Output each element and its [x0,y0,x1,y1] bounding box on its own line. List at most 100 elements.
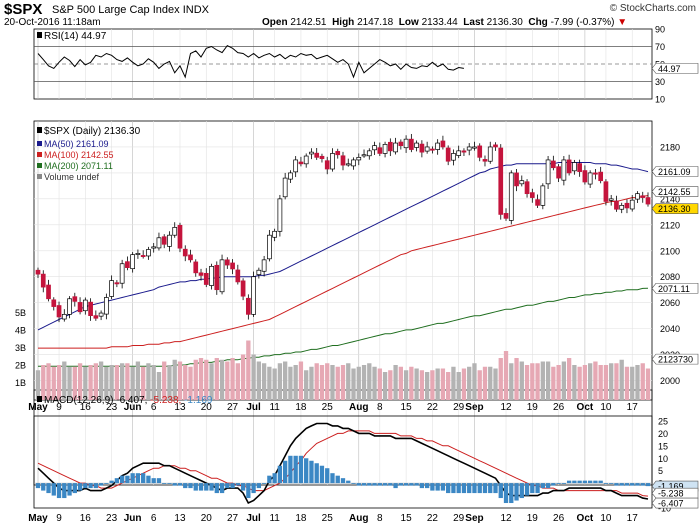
histogram-bar [409,483,414,486]
volume-bar [493,368,498,400]
price-axis-tick: 2140 [660,194,680,204]
candle [403,138,409,149]
volume-bar [119,363,125,400]
macd-title-part: -1.169 [184,395,213,406]
histogram-bar [272,473,277,484]
x-axis-label: Jun [124,402,142,413]
candle [156,237,162,249]
rsi-last-tag [651,63,699,74]
volume-bar [251,354,256,400]
histogram-bar [593,480,598,484]
volume-bar [246,340,251,400]
histogram-bar [477,483,482,494]
histogram-bar [256,483,262,489]
volume-bar [635,365,640,400]
volume-bar [461,368,467,400]
candle [640,195,646,198]
volume-bar [309,366,314,400]
volume-bar [530,363,535,400]
price-right-tag [651,282,699,294]
candle [614,200,619,210]
rsi-last-tag-label: 44.97 [658,64,681,74]
candle [535,199,540,206]
candle [82,299,88,312]
candle [340,155,346,166]
volume-bar [514,358,519,400]
histogram-bar [83,483,88,489]
price-right-tag-label: 2071.11 [658,284,690,294]
candle [193,261,199,274]
histogram-bar [67,483,72,496]
candle [93,315,99,319]
histogram-bar [403,483,409,486]
candle [188,254,193,261]
x-axis-label: 8 [377,402,383,413]
candle [330,153,335,170]
volume-bar [72,366,77,400]
rsi-axis-tick: 10 [655,95,665,105]
x-axis-label: 9 [56,402,62,413]
volume-bar [377,368,382,400]
price-axis-tick: 2180 [660,142,680,152]
candle [430,148,435,151]
histogram-bar [340,478,346,484]
x-axis-label: 9 [56,513,62,524]
x-axis-label: 16 [80,513,92,524]
x-axis-label: Jul [246,513,261,524]
legend-entry: MA(100) 2142.55 [44,150,114,160]
x-axis-label: 29 [453,513,465,524]
candle [524,181,530,195]
candle [56,305,62,318]
candle [130,254,136,270]
volume-bar [535,363,540,400]
histogram-bar [514,483,519,501]
volume-bar [319,365,325,400]
volume-bar [335,366,340,400]
histogram-bar [435,483,440,491]
candle [88,301,93,317]
low-value: 2133.44 [421,17,458,28]
macd-right-tag-label: -1.169 [658,482,684,492]
panel-frames [33,28,653,486]
price-axis-tick: 2100 [660,246,680,256]
x-axis-label: 27 [227,402,239,413]
instrument-name: S&P 500 Large Cap Index [52,4,180,16]
volume-bar [488,366,493,400]
histogram-bar [488,483,493,494]
candle [324,160,330,170]
volume-bar [482,366,488,400]
x-axis-label: Sep [465,402,483,413]
candle [40,273,46,288]
volume-bar [141,366,146,400]
histogram-bar [88,483,93,489]
x-axis-label: 12 [500,402,512,413]
macd-axis-tick: 15 [658,441,668,451]
candle [435,142,441,150]
histogram-bar [498,483,503,499]
histogram-bar [172,483,177,486]
histogram-bar [598,480,603,484]
candle [198,272,204,276]
macd-axis-tick: 5 [658,466,663,476]
x-axis-label: 22 [427,402,439,413]
legend-entry: MA(50) 2161.09 [44,139,109,149]
candle [561,159,567,181]
volume-bar [498,358,503,400]
volume-bar [114,365,120,400]
candle [67,298,72,315]
candle [472,146,477,149]
candle [424,146,430,152]
histogram-bar [209,483,214,491]
candle [167,234,172,247]
histogram-bar [93,483,99,489]
last-label: Last [463,17,484,28]
volume-bar [188,366,193,400]
volume-bar [346,363,351,400]
histogram-bar [393,483,398,489]
volume-bar [624,366,630,400]
instrument-description: S&P 500 Large Cap Index INDX [52,4,209,16]
candle [77,302,83,313]
open-value: 2142.51 [290,17,327,28]
candle [277,198,283,232]
volume-bar [540,361,545,400]
